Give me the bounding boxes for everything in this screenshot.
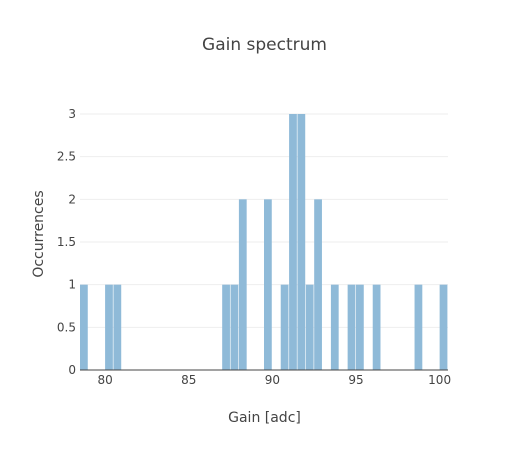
histogram-bar (330, 284, 339, 370)
y-tick-label: 1 (68, 278, 76, 292)
histogram-bar (314, 199, 322, 370)
x-tick-label: 95 (348, 373, 363, 387)
histogram-bar (280, 284, 289, 370)
histogram-bar (439, 284, 448, 370)
histogram-bar (105, 284, 113, 370)
y-tick-label: 0 (68, 363, 76, 377)
chart-title: Gain spectrum (202, 35, 327, 55)
histogram-bar (222, 284, 230, 370)
x-tick-label: 80 (97, 373, 112, 387)
y-axis-title: Occurrences (31, 190, 47, 277)
histogram-bar (80, 284, 88, 370)
y-tick-label: 0.5 (57, 320, 76, 334)
y-tick-label: 2.5 (57, 150, 76, 164)
histogram-bar (289, 114, 297, 370)
x-tick-label: 85 (181, 373, 196, 387)
x-axis-title: Gain [adc] (228, 410, 301, 426)
histogram-bar (113, 284, 122, 370)
histogram-bar (305, 284, 314, 370)
histogram-bar (372, 284, 381, 370)
histogram-bar (356, 284, 364, 370)
histogram-bar (264, 199, 272, 370)
y-tick-label: 1.5 (57, 235, 76, 249)
y-tick-label: 2 (68, 192, 76, 206)
histogram-bar (347, 284, 356, 370)
x-tick-label: 100 (428, 373, 451, 387)
histogram-bar (230, 284, 239, 370)
histogram-bar (414, 284, 423, 370)
histogram-bar (297, 114, 306, 370)
axes: 0 0.5 1 1.5 2 2.5 3 80 85 90 95 100 (57, 107, 451, 387)
x-tick-label: 90 (265, 373, 280, 387)
histogram-bars (80, 114, 448, 370)
y-tick-label: 3 (68, 107, 76, 121)
histogram-bar (238, 199, 247, 370)
